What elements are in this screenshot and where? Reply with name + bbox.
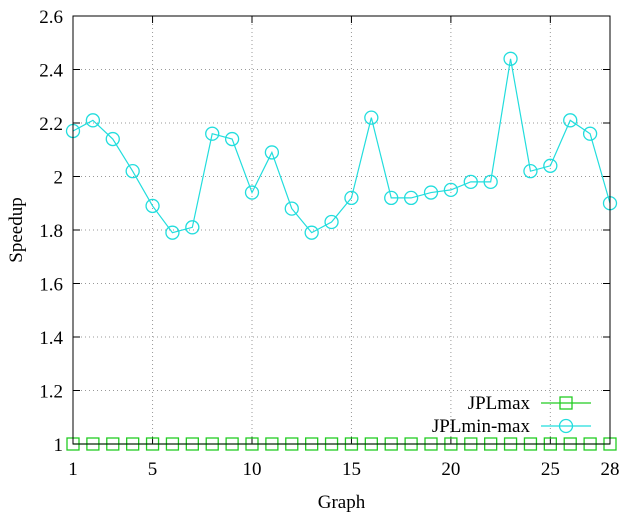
x-tick-label: 20 bbox=[441, 459, 460, 480]
legend-marker bbox=[559, 396, 573, 410]
y-tick-label: 2.4 bbox=[39, 61, 63, 82]
x-tick-label: 25 bbox=[541, 459, 560, 480]
data-point bbox=[304, 225, 319, 240]
legend-label: JPLmin-max bbox=[432, 416, 531, 437]
data-point bbox=[523, 163, 538, 179]
data-point bbox=[463, 174, 478, 190]
x-axis-label: Graph bbox=[318, 492, 366, 513]
y-tick-label: 1.4 bbox=[39, 328, 63, 349]
x-tick-label: 1 bbox=[68, 459, 78, 480]
x-tick-label: 5 bbox=[148, 459, 158, 480]
data-point bbox=[145, 198, 160, 214]
data-point bbox=[503, 51, 518, 66]
legend-marker bbox=[558, 418, 574, 434]
y-axis-label: Speedup bbox=[6, 197, 27, 262]
data-point bbox=[344, 190, 359, 206]
x-tick-label: 15 bbox=[342, 459, 361, 480]
data-point bbox=[403, 190, 419, 206]
y-tick-label: 1.6 bbox=[39, 275, 63, 296]
data-point bbox=[582, 126, 598, 141]
y-tick-label: 2 bbox=[54, 168, 64, 189]
data-point bbox=[185, 220, 200, 235]
series-line bbox=[72, 58, 611, 234]
legend-label: JPLmax bbox=[468, 393, 531, 414]
data-point bbox=[85, 113, 101, 128]
data-point bbox=[443, 182, 459, 198]
axis-ticks: 11.21.41.61.822.22.42.61 5 10 15 20 25 28 bbox=[39, 7, 619, 480]
y-tick-label: 1.2 bbox=[39, 382, 63, 403]
data-point bbox=[384, 190, 399, 206]
series-JPLmin-max bbox=[65, 51, 618, 240]
data-point bbox=[324, 214, 339, 230]
x-tick-label: 28 bbox=[601, 459, 620, 480]
y-tick-label: 2.2 bbox=[39, 114, 63, 135]
data-point bbox=[125, 163, 140, 179]
data-point bbox=[105, 131, 120, 147]
grid-lines bbox=[73, 16, 610, 444]
data-point bbox=[543, 158, 558, 173]
data-point bbox=[165, 225, 180, 240]
x-tick-label: 10 bbox=[243, 459, 262, 480]
data-point bbox=[205, 126, 220, 141]
data-point bbox=[244, 185, 260, 200]
data-point bbox=[364, 110, 379, 125]
y-tick-label: 1 bbox=[54, 435, 64, 456]
data-point bbox=[423, 185, 439, 200]
data-point bbox=[264, 145, 280, 160]
plot-frame bbox=[72, 15, 611, 445]
data-point bbox=[224, 131, 240, 147]
data-point bbox=[563, 113, 578, 128]
data-point bbox=[483, 174, 498, 190]
y-tick-label: 1.8 bbox=[39, 221, 63, 242]
y-tick-label: 2.6 bbox=[39, 7, 63, 28]
data-point bbox=[284, 201, 299, 216]
